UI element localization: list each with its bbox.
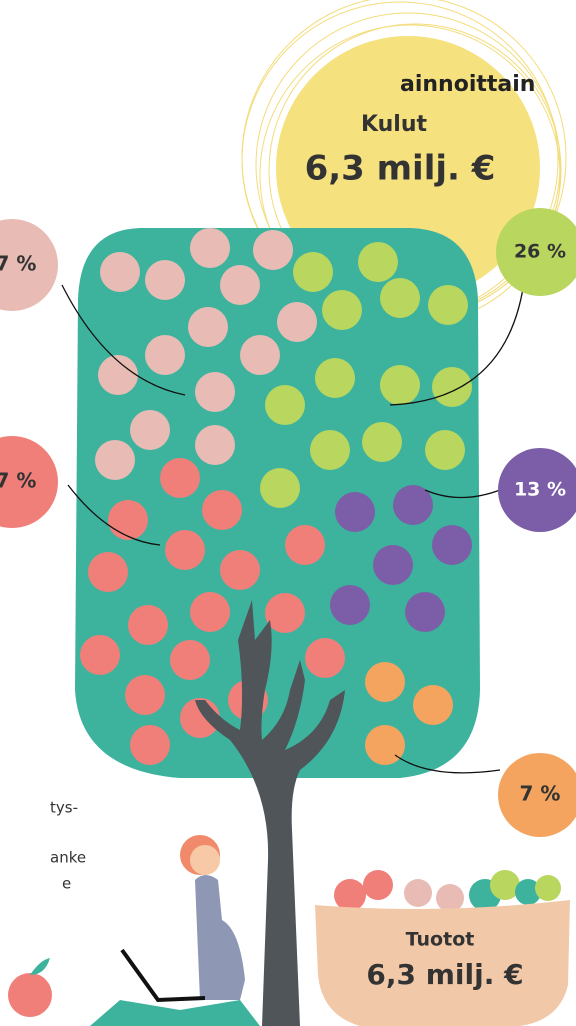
fruit-dot <box>425 430 465 470</box>
fruit-dot <box>277 302 317 342</box>
fruit-dot <box>195 372 235 412</box>
fruit-dot <box>322 290 362 330</box>
fruit-dot <box>165 530 205 570</box>
fruit-dot <box>315 358 355 398</box>
fruit-dot <box>380 365 420 405</box>
title: ainnoittain <box>400 72 535 97</box>
expenses-label: Kulut <box>361 112 428 137</box>
fruit-dot <box>240 335 280 375</box>
fruit-dot <box>80 635 120 675</box>
share-label: 7 % <box>520 782 561 806</box>
fruit-dot <box>125 675 165 715</box>
side-text: e <box>62 875 71 893</box>
fruit-dot <box>170 640 210 680</box>
fruit-dot <box>100 252 140 292</box>
fruit-dot <box>335 492 375 532</box>
fruit-dot <box>108 500 148 540</box>
side-text: anke <box>50 849 86 867</box>
fruit-dot <box>265 385 305 425</box>
fruit-dot <box>220 550 260 590</box>
fruit-dot <box>188 307 228 347</box>
fruit-dot <box>330 585 370 625</box>
fruit-dot <box>260 468 300 508</box>
fruit-dot <box>365 725 405 765</box>
person <box>8 835 260 1026</box>
income-amount: 6,3 milj. € <box>366 958 523 991</box>
share-label: 26 % <box>514 241 566 263</box>
fruit-dot <box>305 638 345 678</box>
fruit-dot <box>88 552 128 592</box>
fruit-dot <box>145 260 185 300</box>
fruit-dot <box>405 592 445 632</box>
fruit-dot <box>432 525 472 565</box>
fruit-dot <box>373 545 413 585</box>
share-label: 7 % <box>0 252 36 276</box>
fruit-dot <box>220 265 260 305</box>
fruit-dot <box>413 685 453 725</box>
fruit-dot <box>195 425 235 465</box>
fruit-dot <box>285 525 325 565</box>
fruit-dot <box>310 430 350 470</box>
fruit-dot <box>145 335 185 375</box>
fruit-dot <box>190 228 230 268</box>
fruit-dot <box>293 252 333 292</box>
share-label: 7 % <box>0 469 36 493</box>
fruit-dot <box>362 422 402 462</box>
fruit-dot <box>358 242 398 282</box>
fruit-dot <box>190 592 230 632</box>
income-label: Tuotot <box>406 929 475 951</box>
fruit-dot <box>130 410 170 450</box>
fruit-dot <box>432 367 472 407</box>
side-text: tys- <box>50 799 78 817</box>
fruit-dot <box>253 230 293 270</box>
fruit-dot <box>130 725 170 765</box>
share-label: 13 % <box>514 479 566 501</box>
fruit-dot <box>95 440 135 480</box>
fruit-dot <box>380 278 420 318</box>
fruit-dot <box>202 490 242 530</box>
expenses-amount: 6,3 milj. € <box>305 149 496 189</box>
fruit-dot <box>160 458 200 498</box>
fruit-dot <box>365 662 405 702</box>
fruit-dot <box>265 593 305 633</box>
fruit-dot <box>428 285 468 325</box>
fruit-dot <box>128 605 168 645</box>
infographic: Kulut 6,3 milj. € ainnoittain 7 % 26 % 7… <box>0 0 576 1026</box>
